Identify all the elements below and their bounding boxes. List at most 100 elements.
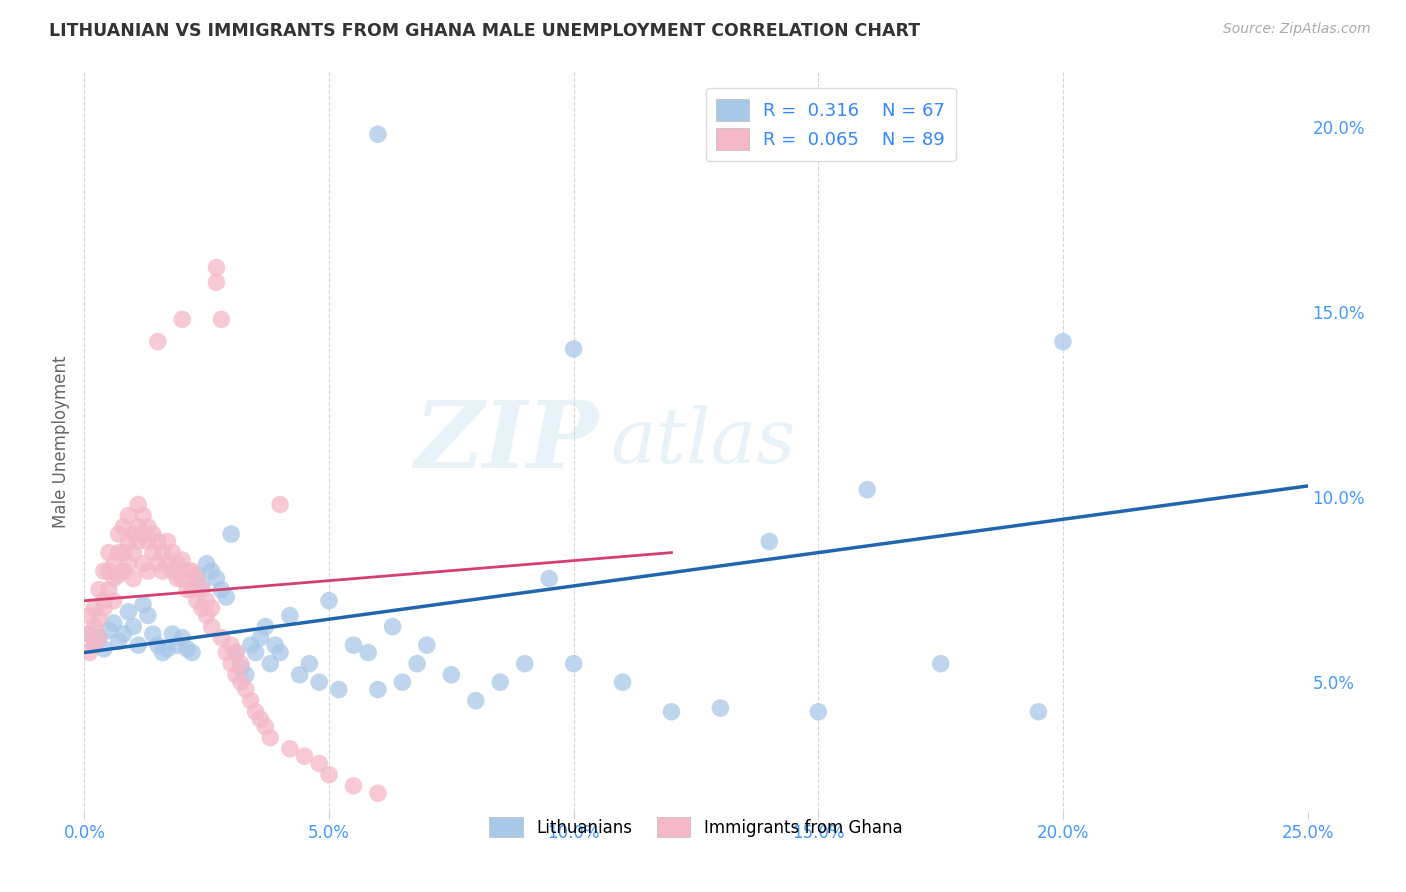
- Point: [93, 564, 115, 578]
- Point: [103, 572, 125, 586]
- Point: [259, 657, 281, 671]
- Text: ZIP: ZIP: [413, 397, 598, 486]
- Point: [195, 557, 218, 571]
- Point: [562, 657, 585, 671]
- Point: [200, 601, 222, 615]
- Point: [97, 545, 120, 560]
- Point: [406, 657, 429, 671]
- Point: [117, 508, 139, 523]
- Point: [381, 619, 404, 633]
- Point: [205, 260, 228, 275]
- Point: [107, 545, 129, 560]
- Point: [77, 627, 100, 641]
- Point: [209, 582, 232, 597]
- Point: [77, 608, 100, 623]
- Point: [200, 619, 222, 633]
- Point: [249, 712, 271, 726]
- Point: [132, 508, 155, 523]
- Point: [117, 557, 139, 571]
- Point: [142, 627, 165, 641]
- Point: [229, 675, 252, 690]
- Point: [186, 593, 208, 607]
- Point: [142, 527, 165, 541]
- Point: [83, 601, 105, 615]
- Point: [513, 657, 536, 671]
- Point: [254, 720, 277, 734]
- Point: [172, 553, 194, 567]
- Point: [127, 519, 149, 533]
- Point: [117, 534, 139, 549]
- Point: [357, 646, 380, 660]
- Point: [77, 627, 100, 641]
- Point: [205, 572, 228, 586]
- Point: [661, 705, 683, 719]
- Point: [367, 128, 389, 142]
- Point: [77, 646, 100, 660]
- Point: [342, 638, 364, 652]
- Point: [538, 572, 561, 586]
- Point: [112, 627, 135, 641]
- Point: [259, 731, 281, 745]
- Point: [166, 572, 188, 586]
- Point: [807, 705, 830, 719]
- Point: [166, 557, 188, 571]
- Point: [328, 682, 350, 697]
- Point: [152, 564, 174, 578]
- Point: [288, 667, 311, 681]
- Point: [225, 646, 247, 660]
- Point: [152, 545, 174, 560]
- Point: [122, 527, 145, 541]
- Point: [856, 483, 879, 497]
- Point: [278, 741, 301, 756]
- Point: [464, 694, 486, 708]
- Point: [229, 657, 252, 671]
- Point: [367, 682, 389, 697]
- Point: [172, 631, 194, 645]
- Point: [83, 638, 105, 652]
- Point: [191, 601, 214, 615]
- Point: [146, 534, 169, 549]
- Point: [294, 749, 316, 764]
- Point: [162, 564, 184, 578]
- Point: [172, 312, 194, 326]
- Point: [215, 646, 238, 660]
- Point: [239, 694, 262, 708]
- Point: [136, 519, 159, 533]
- Point: [136, 534, 159, 549]
- Point: [440, 667, 463, 681]
- Text: atlas: atlas: [610, 405, 796, 478]
- Point: [176, 564, 198, 578]
- Point: [93, 641, 115, 656]
- Point: [269, 498, 291, 512]
- Point: [200, 564, 222, 578]
- Point: [209, 631, 232, 645]
- Point: [136, 564, 159, 578]
- Point: [264, 638, 287, 652]
- Point: [176, 641, 198, 656]
- Point: [342, 779, 364, 793]
- Point: [103, 557, 125, 571]
- Point: [254, 619, 277, 633]
- Point: [146, 557, 169, 571]
- Point: [416, 638, 439, 652]
- Point: [112, 519, 135, 533]
- Point: [103, 615, 125, 630]
- Point: [107, 527, 129, 541]
- Point: [186, 567, 208, 582]
- Point: [239, 638, 262, 652]
- Point: [146, 638, 169, 652]
- Point: [1052, 334, 1074, 349]
- Point: [122, 619, 145, 633]
- Point: [97, 564, 120, 578]
- Point: [308, 675, 330, 690]
- Point: [107, 634, 129, 648]
- Point: [229, 660, 252, 674]
- Point: [132, 598, 155, 612]
- Point: [142, 545, 165, 560]
- Point: [391, 675, 413, 690]
- Point: [162, 545, 184, 560]
- Point: [146, 334, 169, 349]
- Y-axis label: Male Unemployment: Male Unemployment: [52, 355, 70, 528]
- Point: [83, 638, 105, 652]
- Point: [166, 638, 188, 652]
